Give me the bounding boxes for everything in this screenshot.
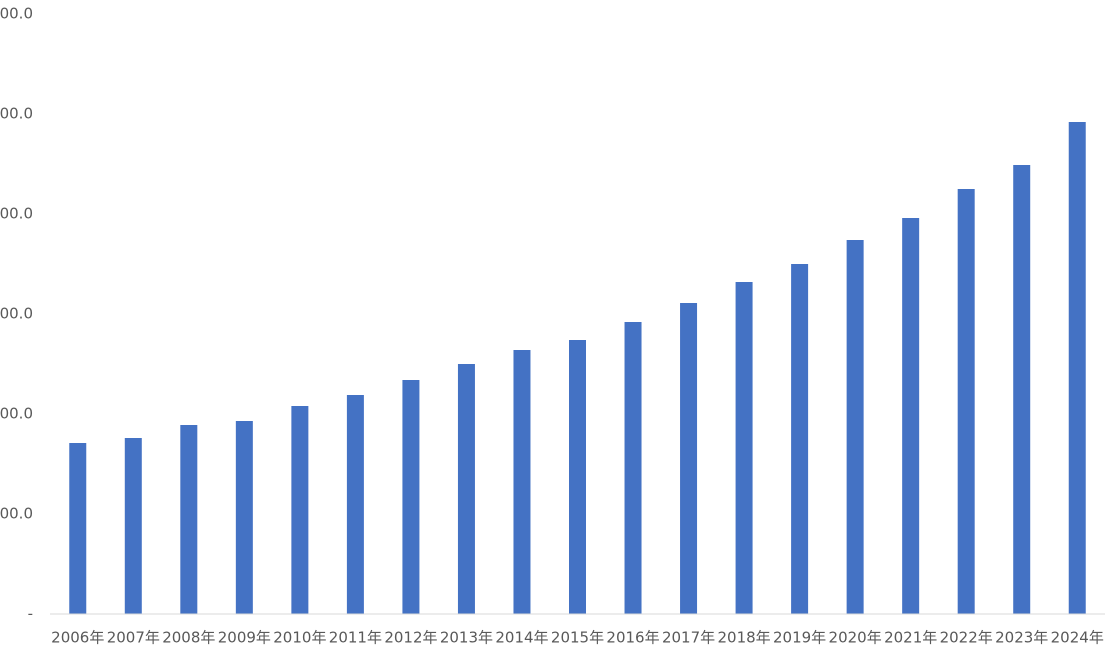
y-tick-label: 4,000.0 xyxy=(0,205,33,223)
x-tick-label: 2014年 xyxy=(495,629,548,647)
x-tick-label: 2018年 xyxy=(717,629,770,647)
bar xyxy=(902,218,920,614)
bar xyxy=(957,189,975,614)
bar xyxy=(680,303,698,614)
bar xyxy=(457,364,475,614)
y-tick-label: - xyxy=(28,605,33,623)
x-tick-label: 2008年 xyxy=(162,629,215,647)
bar xyxy=(846,240,864,614)
bar xyxy=(624,322,642,614)
x-tick-label: 2020年 xyxy=(829,629,882,647)
bar xyxy=(791,264,809,614)
x-tick-label: 2011年 xyxy=(329,629,382,647)
bar xyxy=(124,438,142,614)
bar xyxy=(346,395,364,614)
bar xyxy=(569,340,586,614)
y-tick-label: 3,000.0 xyxy=(0,305,33,323)
x-tick-label: 2010年 xyxy=(273,629,326,647)
x-tick-label: 2012年 xyxy=(384,629,437,647)
y-tick-label: 6,000.0 xyxy=(0,5,33,23)
x-tick-label: 2022年 xyxy=(940,629,993,647)
x-tick-label: 2019年 xyxy=(773,629,826,647)
x-tick-label: 2007年 xyxy=(107,629,160,647)
bar xyxy=(235,421,253,614)
y-tick-label: 2,000.0 xyxy=(0,405,33,423)
bar xyxy=(402,380,420,614)
x-tick-label: 2016年 xyxy=(606,629,659,647)
bar xyxy=(180,425,198,614)
bar xyxy=(513,350,531,614)
bar xyxy=(291,406,309,614)
x-tick-label: 2009年 xyxy=(218,629,271,647)
bar xyxy=(735,282,753,614)
y-tick-label: 5,000.0 xyxy=(0,105,33,123)
y-tick-label: 1,000.0 xyxy=(0,505,33,523)
x-tick-label: 2023年 xyxy=(995,629,1048,647)
x-tick-label: 2017年 xyxy=(662,629,715,647)
bar xyxy=(1013,165,1031,614)
bar xyxy=(1068,122,1086,614)
x-tick-label: 2006年 xyxy=(51,629,104,647)
bar xyxy=(69,443,87,614)
x-tick-label: 2013年 xyxy=(440,629,493,647)
x-tick-label: 2021年 xyxy=(884,629,937,647)
x-tick-label: 2015年 xyxy=(551,629,604,647)
x-tick-label: 2024年 xyxy=(1051,629,1104,647)
